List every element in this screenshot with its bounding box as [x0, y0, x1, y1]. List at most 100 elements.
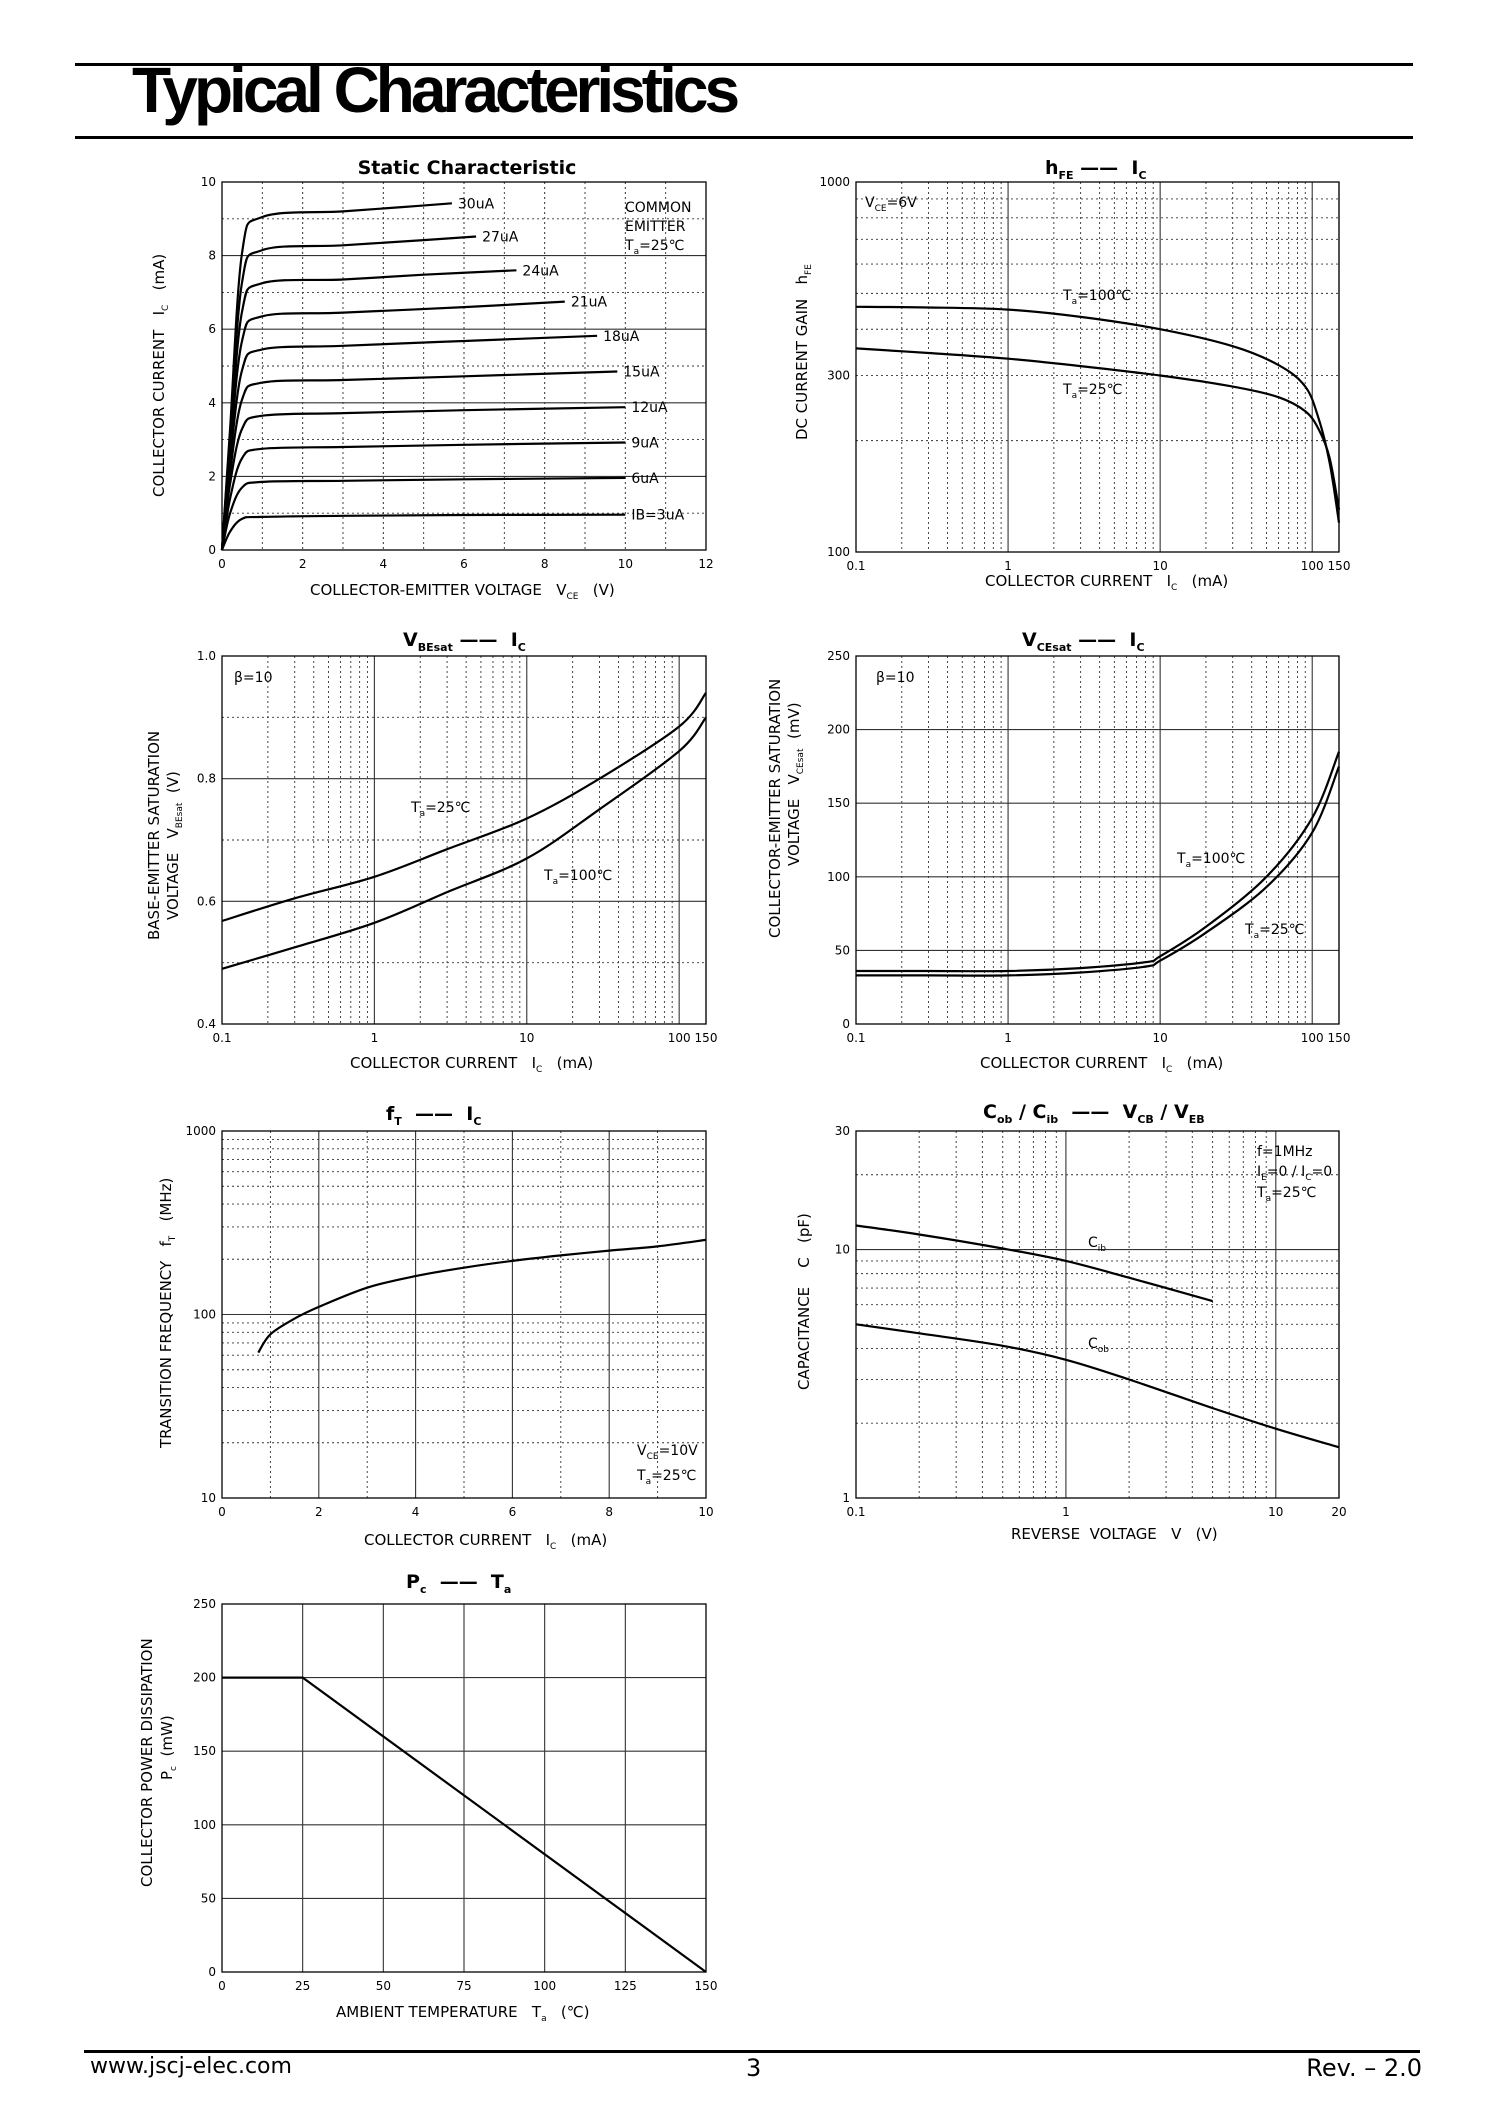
footer-rule: [84, 2050, 1420, 2053]
pc-x-tick-label: 125: [614, 1979, 637, 1993]
pc-y-tick-label: 150: [193, 1744, 216, 1758]
vcesat-y-tick-label: 100: [827, 870, 850, 884]
static-x-tick-label: 10: [618, 557, 633, 571]
hfe-series: [855, 305, 1341, 523]
static-y-tick-label: 0: [208, 543, 216, 557]
pc-ticks: 0 25 50 75 100 125 150 0 50 100 150 200 250: [193, 1597, 717, 1993]
vcesat-series-line: [855, 751, 1341, 973]
pc-xlabel: AMBIENT TEMPERATURE Ta (℃): [336, 2003, 589, 2024]
chart-vcesat: 0.1 1 10 100 150 0 50 100 150 200 250 VCEsat —— IC…: [766, 629, 1350, 1075]
static-curve-label: 15uA: [623, 365, 660, 381]
cap-series-line: [855, 1323, 1340, 1449]
cap-x-tick-label: 10: [1268, 1505, 1283, 1519]
ft-series: [257, 1238, 707, 1354]
ft-ylabel: TRANSITION FREQUENCY fT (MHz): [157, 1178, 178, 1449]
ft-series-line: [257, 1238, 707, 1354]
vcesat-frame: [855, 655, 1340, 1025]
hfe-y-tick-label: 300: [827, 368, 850, 382]
hfe-y-tick-label: 100: [827, 545, 850, 559]
vbesat-label-100: Ta=100℃: [543, 868, 612, 887]
static-x-tick-label: 8: [541, 557, 549, 571]
static-ylabel: COLLECTOR CURRENT IC (mA): [150, 254, 171, 497]
pc-x-tick-label: 75: [456, 1979, 471, 1993]
vbesat-note-beta: β=10: [234, 670, 272, 686]
cap-series-line: [855, 1224, 1213, 1303]
hfe-y-tick-label: 1000: [819, 175, 850, 189]
vbesat-frame: [221, 655, 707, 1025]
vcesat-ylabel-1: COLLECTOR-EMITTER SATURATION: [766, 679, 784, 938]
static-ticks: 0 2 4 6 8 10 12 0 2 4 6 8 10: [201, 175, 714, 571]
vbesat-y-tick-label: 0.6: [197, 894, 216, 908]
ft-x-tick-label: 4: [412, 1505, 420, 1519]
static-note-common: COMMON: [625, 200, 691, 216]
hfe-ylabel: DC CURRENT GAIN hFE: [793, 264, 814, 440]
pc-y-tick-label: 100: [193, 1818, 216, 1832]
revision: Rev. – 2.0: [1306, 2054, 1422, 2082]
vcesat-series-line: [855, 765, 1341, 977]
header-top-rule: [75, 63, 1413, 66]
static-x-tick-label: 6: [460, 557, 468, 571]
vbesat-ylabel-1: BASE-EMITTER SATURATION: [145, 731, 163, 940]
vcesat-ticks: 0.1 1 10 100 150 0 50 100 150 200 250: [827, 649, 1350, 1045]
vcesat-grid: [856, 656, 1340, 1024]
vbesat-series-line: [221, 716, 707, 970]
ft-note-ta: Ta=25℃: [636, 1468, 696, 1487]
vbesat-title: VBEsat —— IC: [403, 629, 526, 654]
static-series-line: [220, 476, 626, 551]
ft-note-vce: VCE=10V: [637, 1443, 698, 1462]
pc-series-line: [222, 1676, 707, 1973]
footer-url[interactable]: www.jscj-elec.com: [90, 2054, 292, 2079]
hfe-plot-frame: [855, 181, 1340, 553]
vcesat-y-tick-label: 250: [827, 649, 850, 663]
pc-x-tick-label: 50: [376, 1979, 391, 1993]
vbesat-grid: [222, 656, 707, 1024]
vbesat-ylabel-2: VOLTAGE VBEsat (V): [164, 771, 185, 920]
pc-x-tick-label: 0: [218, 1979, 226, 1993]
vbesat-x-tick-label: 100: [668, 1031, 691, 1045]
vbesat-y-tick-label: 1.0: [197, 649, 216, 663]
static-curve-label: 24uA: [522, 263, 559, 279]
vbesat-plot-frame: [221, 655, 707, 1025]
static-x-tick-label: 2: [299, 557, 307, 571]
pc-frame: [221, 1603, 707, 1973]
cap-ylabel: CAPACITANCE C (pF): [795, 1213, 813, 1390]
static-curve-label: 30uA: [458, 196, 495, 212]
cap-y-tick-label: 30: [835, 1124, 850, 1138]
vcesat-title: VCEsat —— IC: [1022, 629, 1145, 654]
vcesat-ylabel-2: VOLTAGE VCEsat (mV): [785, 702, 806, 866]
static-series-line: [220, 370, 618, 551]
pc-ylabel-1: COLLECTOR POWER DISSIPATION: [138, 1638, 156, 1887]
vcesat-y-tick-label: 150: [827, 796, 850, 810]
cap-x-tick-label: 1: [1062, 1505, 1070, 1519]
pc-x-tick-label: 150: [695, 1979, 718, 1993]
hfe-frame: [855, 181, 1340, 553]
static-title: Static Characteristic: [358, 157, 577, 179]
static-y-tick-label: 6: [208, 322, 216, 336]
static-curve-label: IB=3uA: [631, 508, 684, 524]
ft-y-tick-label: 100: [193, 1308, 216, 1322]
cap-y-tick-label: 1: [842, 1491, 850, 1505]
vbesat-series: [221, 692, 707, 970]
pc-y-tick-label: 250: [193, 1597, 216, 1611]
hfe-xlabel: COLLECTOR CURRENT IC (mA): [985, 572, 1228, 593]
hfe-grid: [856, 182, 1340, 552]
vbesat-y-tick-label: 0.4: [197, 1017, 216, 1031]
pc-plot-frame: [221, 1603, 707, 1973]
vbesat-ticks: 0.1 1 10 100 150 0.4 0.6 0.8 1.0: [197, 649, 718, 1045]
vcesat-note-beta: β=10: [876, 670, 914, 686]
static-x-tick-label: 4: [380, 557, 388, 571]
page-title: Typical Characteristics: [132, 54, 740, 126]
ft-plot-frame: [221, 1130, 707, 1499]
ft-frame: [221, 1130, 707, 1499]
hfe-label-100: Ta=100℃: [1062, 288, 1131, 307]
pc-y-tick-label: 0: [208, 1965, 216, 1979]
ft-x-tick-label: 0: [218, 1505, 226, 1519]
static-x-tick-label: 12: [698, 557, 713, 571]
vcesat-y-tick-label: 0: [842, 1017, 850, 1031]
cap-y-tick-label: 10: [835, 1243, 850, 1257]
static-series-line: [220, 406, 626, 551]
static-y-tick-label: 10: [201, 175, 216, 189]
ft-x-tick-label: 2: [315, 1505, 323, 1519]
static-curve-label: 21uA: [571, 295, 608, 311]
